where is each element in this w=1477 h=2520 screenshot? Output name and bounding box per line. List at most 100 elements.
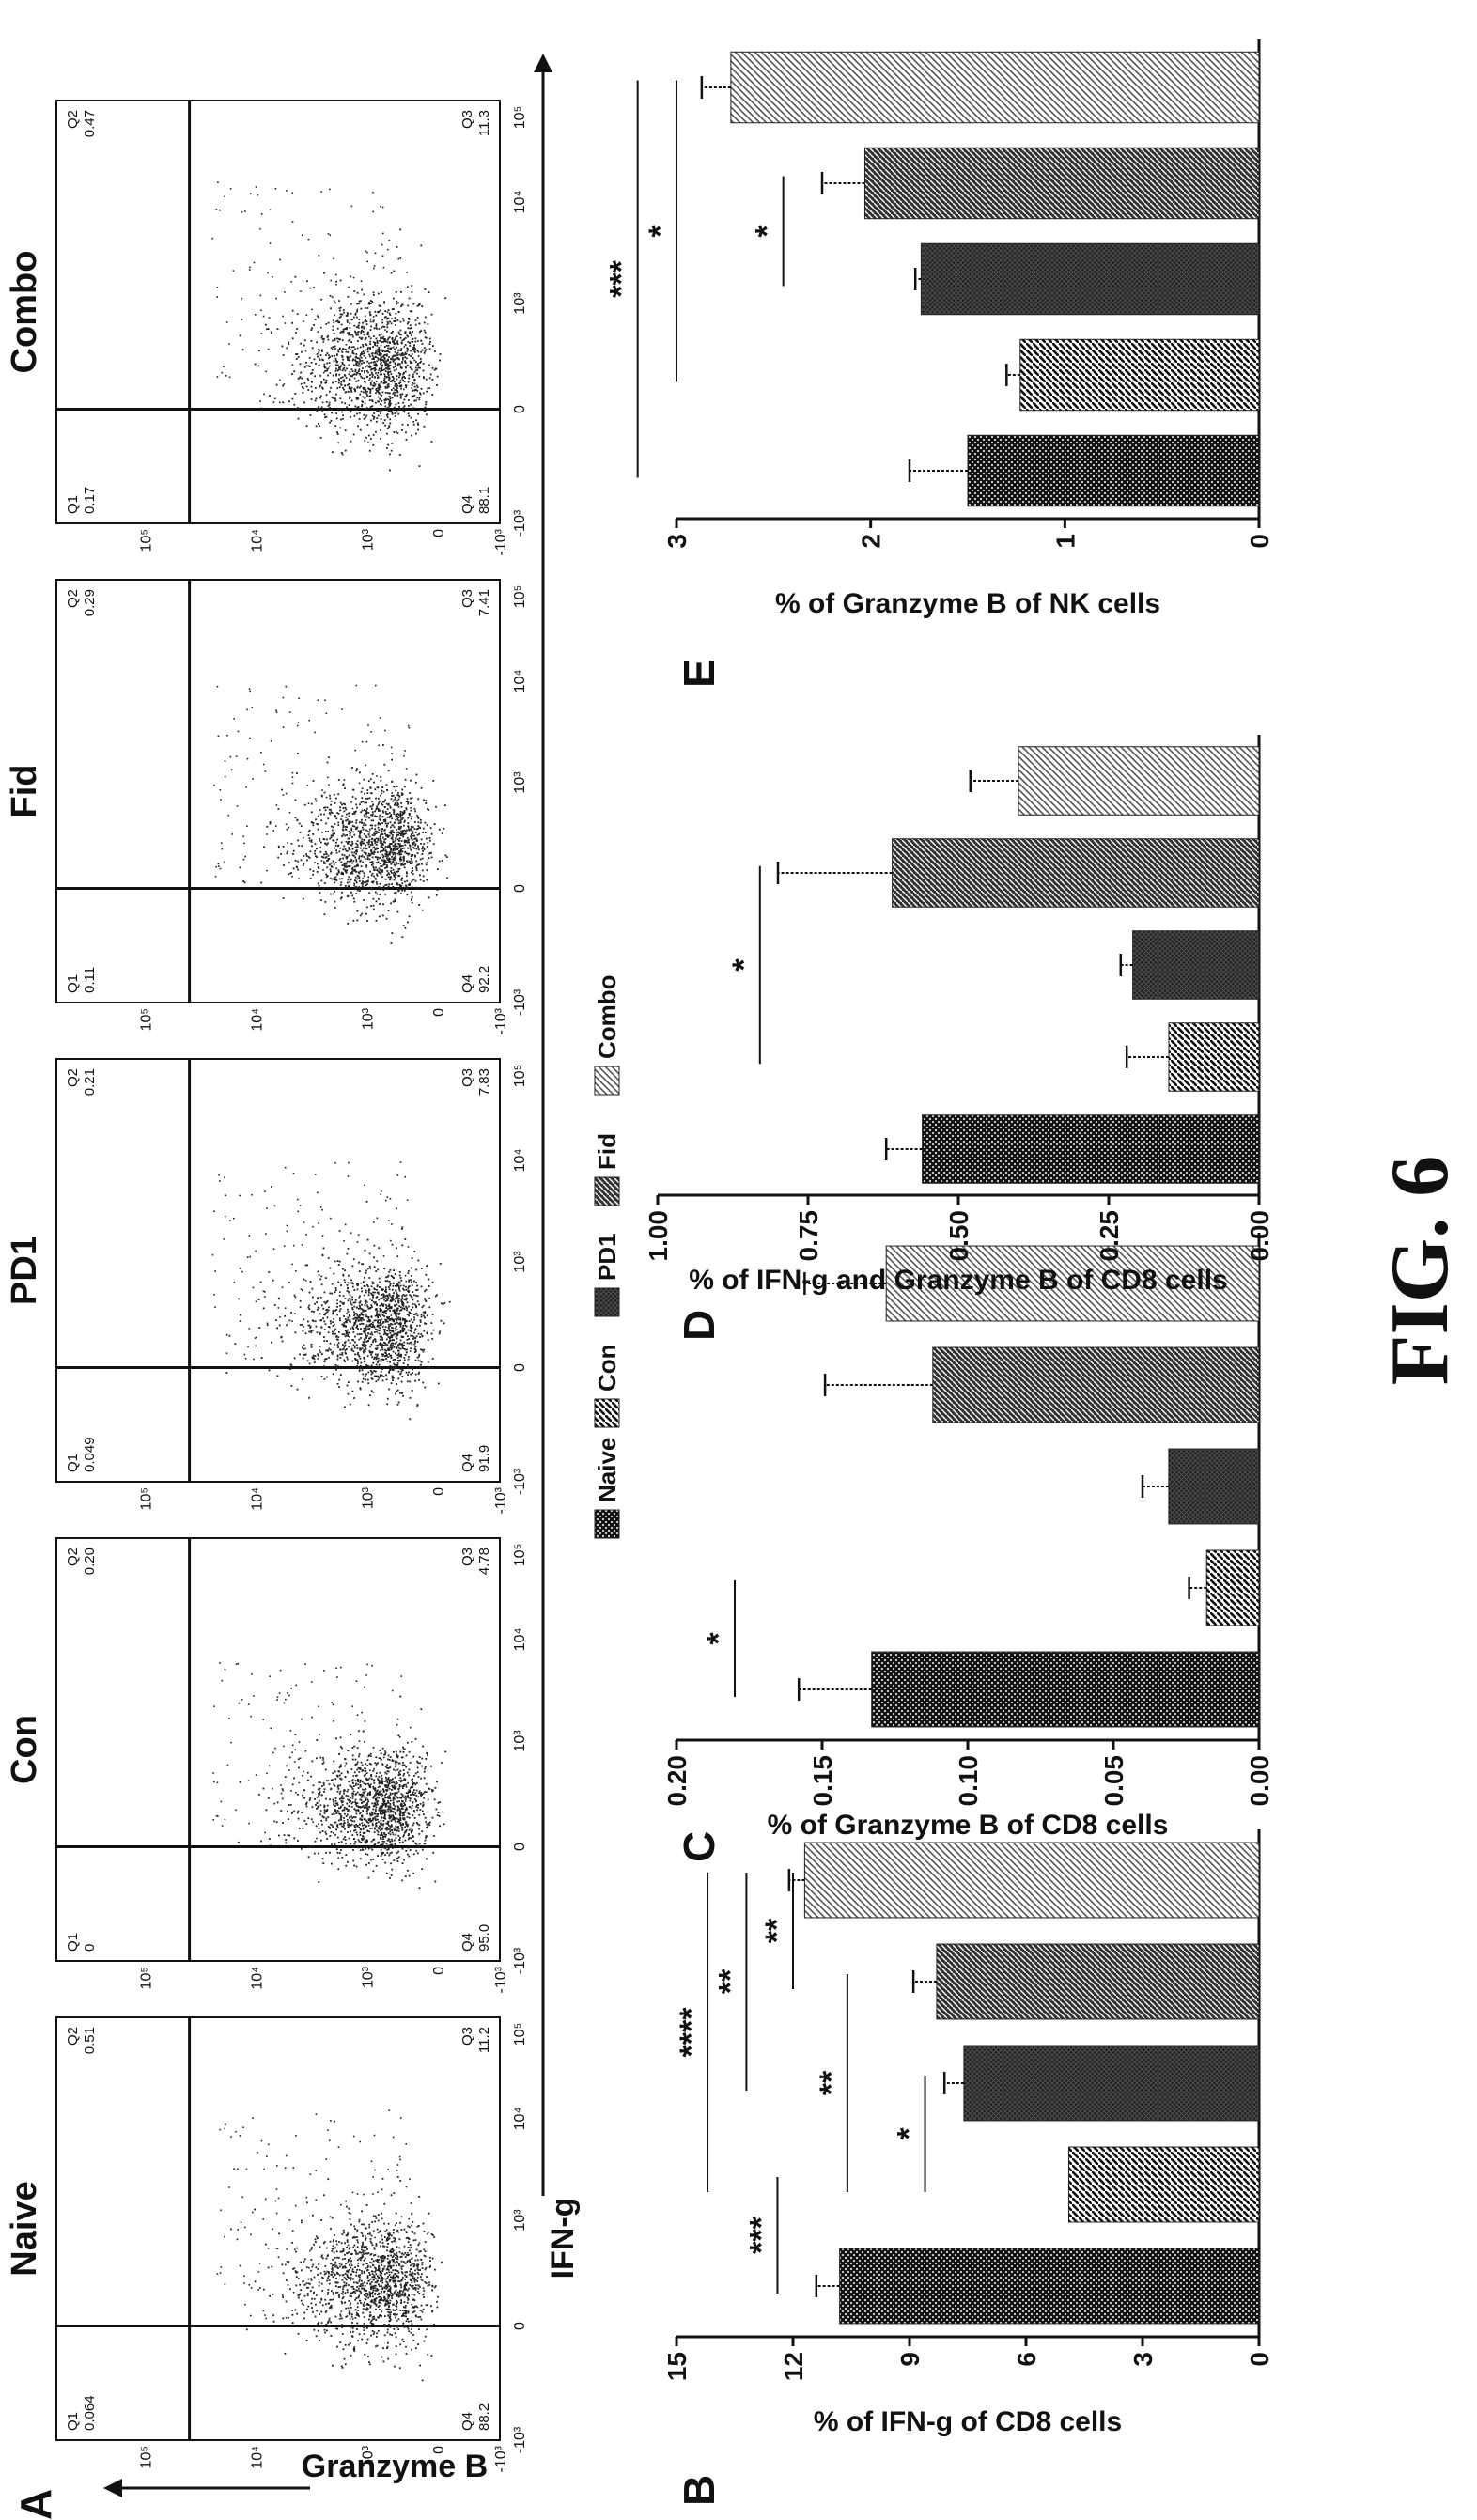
quadrant-label: Q2 xyxy=(65,2027,81,2046)
quadrant-value: 0.51 xyxy=(82,2027,98,2054)
y-tick-label: 0.00 xyxy=(1245,1755,1274,1807)
y-tick-label: 3 xyxy=(1128,2352,1158,2367)
flow-plot-frame xyxy=(55,1537,501,1962)
legend-swatch-pd1 xyxy=(594,1287,620,1317)
flow-y-tick: 10⁵ xyxy=(138,1008,154,1031)
legend-swatch-naive xyxy=(594,1509,620,1539)
flow-x-tick: 0 xyxy=(512,1843,528,1851)
bar-con xyxy=(1019,338,1260,412)
panel-letter: D xyxy=(675,1310,723,1341)
flow-y-tick: 10⁵ xyxy=(138,1967,154,1989)
quadrant-label: Q3 xyxy=(459,1548,475,1566)
flow-y-tick: 10³ xyxy=(360,2445,376,2467)
bar-pd1 xyxy=(1132,930,1260,1000)
flow-y-tick: 0 xyxy=(431,1487,447,1496)
significance-mark: * xyxy=(726,958,762,972)
quadrant-value: 0.049 xyxy=(82,1437,98,1472)
flow-dots xyxy=(188,1161,451,1421)
panel-d-chart: D% of IFN-g and Granzyme B of CD8 cells0… xyxy=(644,735,1274,1341)
significance-mark: * xyxy=(643,225,678,238)
flow-y-tick: 10⁵ xyxy=(138,1487,154,1510)
quadrant-label: Q1 xyxy=(65,495,81,514)
flow-x-tick: 10⁴ xyxy=(512,2108,528,2131)
flow-x-tick: -10³ xyxy=(512,2426,528,2453)
panel-letter: B xyxy=(675,2475,723,2506)
y-tick-label: 0.25 xyxy=(1095,1210,1124,1262)
flow-plot-title: Naive xyxy=(5,2181,44,2276)
y-tick-label: 0.10 xyxy=(954,1755,983,1807)
y-tick-label: 3 xyxy=(662,534,692,549)
quadrant-label: Q3 xyxy=(459,589,475,608)
legend-swatch-fid xyxy=(594,1176,620,1206)
quadrant-value: 4.78 xyxy=(476,1548,492,1575)
y-tick-label: 6 xyxy=(1012,2352,1041,2367)
flow-y-tick: 10³ xyxy=(360,1966,376,1988)
bar-combo xyxy=(1018,746,1260,816)
significance-mark: *** xyxy=(743,2216,779,2253)
flow-y-tick: 10³ xyxy=(360,528,376,551)
quadrant-label: Q2 xyxy=(65,110,81,129)
panel-a-flow-cytometry: A Granzyme B IFN-g Naive -10³ 0 10³ 10⁴ 10⁵ -10³ 0… xyxy=(5,54,581,2520)
flow-y-tick: 0 xyxy=(431,2446,447,2454)
flow-x-tick: 0 xyxy=(512,2322,528,2330)
legend-label: PD1 xyxy=(593,1233,621,1281)
flow-x-tick: 10⁵ xyxy=(512,106,528,129)
quadrant-label: Q1 xyxy=(65,974,81,993)
quadrant-value: 88.2 xyxy=(476,2403,492,2431)
bar-pd1 xyxy=(963,2045,1260,2122)
quadrant-label: Q2 xyxy=(65,1068,81,1087)
quadrant-value: 0.29 xyxy=(82,589,98,616)
quadrant-label: Q2 xyxy=(65,1548,81,1566)
bar-pd1 xyxy=(920,242,1260,316)
flow-plot-frame xyxy=(55,100,501,524)
quadrant-value: 7.83 xyxy=(476,1068,492,1096)
flow-x-tick: 10⁵ xyxy=(512,2023,528,2046)
legend-label: Con xyxy=(593,1344,621,1392)
flow-x-tick: 10³ xyxy=(512,1730,528,1752)
bar-con xyxy=(1067,2146,1260,2223)
y-tick-label: 0.00 xyxy=(1245,1210,1274,1262)
flow-plot-title: Combo xyxy=(5,251,44,374)
quadrant-value: 95.0 xyxy=(476,1924,492,1952)
y-tick-label: 0.05 xyxy=(1099,1755,1128,1807)
flow-dots xyxy=(212,1662,447,1890)
flow-y-tick: 0 xyxy=(431,1967,447,1975)
panel-a-xlabel: IFN-g xyxy=(545,2198,581,2279)
y-tick-label: 0.20 xyxy=(662,1755,692,1807)
flow-y-tick: 0 xyxy=(431,1008,447,1017)
flow-y-tick: 10⁴ xyxy=(249,529,265,552)
flow-y-tick: 10⁴ xyxy=(249,1967,265,1990)
flow-y-tick: 0 xyxy=(431,529,447,537)
quadrant-value: 7.41 xyxy=(476,589,492,616)
legend-label: Naive xyxy=(593,1438,621,1502)
y-tick-label: 0 xyxy=(1245,534,1274,549)
quadrant-label: Q4 xyxy=(459,1454,475,1472)
flow-x-tick: -10³ xyxy=(512,509,528,537)
flow-plot-combo: Combo -10³ 0 10³ 10⁴ 10⁵ -10³ 0 10³ 10⁴ 10⁵ Q1 0.17 Q… xyxy=(5,100,528,555)
flow-x-tick: 10³ xyxy=(512,292,528,315)
flow-plot-title: PD1 xyxy=(5,1236,44,1305)
quadrant-value: 91.9 xyxy=(476,1445,492,1472)
legend-label: Fid xyxy=(593,1133,621,1170)
flow-plot-title: Fid xyxy=(5,765,44,818)
panel-letter: C xyxy=(675,1831,723,1862)
flow-y-tick: -10³ xyxy=(493,1966,509,1993)
panel-ylabel: % of Granzyme B of CD8 cells xyxy=(768,1810,1169,1841)
significance-mark: ** xyxy=(814,2070,849,2095)
flow-plot-naive: Naive -10³ 0 10³ 10⁴ 10⁵ -10³ 0 10³ 10⁴ 10⁵ Q1 0.064… xyxy=(5,2016,528,2472)
flow-x-tick: 10⁴ xyxy=(512,1628,528,1652)
significance-mark: * xyxy=(892,2127,927,2140)
quadrant-label: Q4 xyxy=(459,974,475,993)
panel-a-letter: A xyxy=(11,2489,60,2520)
bar-con xyxy=(1205,1549,1260,1626)
quadrant-label: Q3 xyxy=(459,1068,475,1087)
legend-label: Combo xyxy=(593,974,621,1059)
quadrant-label: Q3 xyxy=(459,110,475,129)
y-tick-label: 2 xyxy=(857,534,886,549)
bar-naive xyxy=(839,2248,1260,2325)
flow-dots xyxy=(216,2109,443,2382)
flow-x-tick: 0 xyxy=(512,405,528,413)
